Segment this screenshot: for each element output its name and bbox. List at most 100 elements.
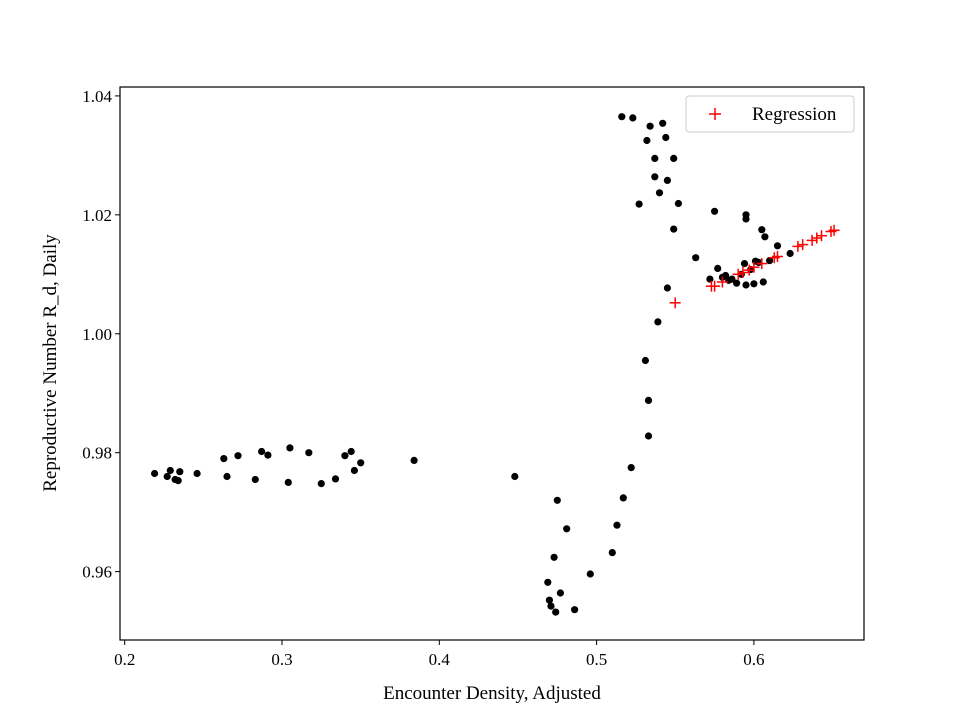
data-point bbox=[651, 173, 659, 181]
regression-point bbox=[748, 261, 760, 273]
plot-frame bbox=[119, 86, 865, 641]
x-axis: 0.2 0.3 0.4 0.5 0.6 bbox=[114, 640, 765, 669]
data-point bbox=[151, 469, 159, 478]
data-point bbox=[223, 472, 231, 481]
data-point bbox=[706, 275, 714, 283]
x-tick-label: 0.5 bbox=[586, 650, 607, 669]
data-point bbox=[662, 133, 670, 142]
data-point bbox=[714, 264, 722, 272]
data-point bbox=[347, 447, 355, 456]
data-point bbox=[644, 432, 653, 440]
data-point bbox=[692, 254, 700, 262]
y-axis: 0.96 0.98 1.00 1.02 1.04 bbox=[82, 87, 120, 582]
data-point bbox=[341, 452, 349, 460]
data-point bbox=[234, 452, 242, 460]
y-tick-label: 1.00 bbox=[82, 325, 112, 344]
data-point bbox=[552, 608, 560, 616]
x-tick-label: 0.6 bbox=[743, 650, 764, 669]
data-point bbox=[644, 396, 653, 404]
data-point bbox=[758, 226, 766, 234]
data-point bbox=[759, 278, 767, 286]
regression-point bbox=[732, 268, 744, 280]
legend-box bbox=[685, 95, 855, 133]
data-point bbox=[766, 257, 774, 265]
data-point bbox=[728, 275, 736, 283]
x-axis-label: Encounter Density, Adjusted bbox=[383, 683, 601, 704]
data-point bbox=[331, 475, 340, 483]
y-tick-label: 1.04 bbox=[82, 87, 112, 106]
regression-point bbox=[806, 234, 818, 246]
data-point bbox=[670, 154, 678, 162]
data-point bbox=[641, 356, 650, 365]
data-point bbox=[284, 478, 292, 486]
data-point bbox=[651, 154, 659, 162]
data-point bbox=[733, 279, 741, 287]
data-point bbox=[629, 114, 637, 122]
regression-point bbox=[709, 280, 721, 292]
y-tick-label: 0.96 bbox=[82, 563, 112, 582]
data-point bbox=[643, 136, 651, 145]
data-point bbox=[258, 447, 266, 456]
regression-point bbox=[792, 240, 804, 252]
data-point bbox=[174, 477, 182, 485]
data-point bbox=[740, 260, 749, 268]
data-point bbox=[663, 284, 672, 292]
regression-point bbox=[716, 276, 728, 288]
data-point bbox=[711, 207, 719, 215]
points-layer bbox=[151, 113, 840, 616]
data-point bbox=[761, 233, 769, 241]
data-point bbox=[553, 496, 561, 504]
data-point bbox=[357, 459, 365, 467]
data-point bbox=[264, 451, 272, 459]
x-tick-label: 0.2 bbox=[114, 650, 135, 669]
data-point bbox=[654, 318, 662, 326]
x-tick-label: 0.4 bbox=[429, 650, 451, 669]
data-point bbox=[556, 589, 565, 597]
data-point bbox=[670, 225, 678, 233]
data-point bbox=[635, 200, 643, 208]
regression-point bbox=[756, 258, 768, 270]
data-point bbox=[655, 189, 664, 197]
data-point bbox=[286, 444, 294, 452]
data-point bbox=[317, 480, 325, 488]
data-point bbox=[627, 464, 635, 472]
legend-label-regression: Regression bbox=[752, 104, 837, 125]
regression-point bbox=[669, 297, 681, 309]
data-point bbox=[571, 606, 579, 614]
data-point bbox=[193, 469, 201, 478]
y-tick-label: 0.98 bbox=[82, 444, 112, 463]
data-point bbox=[786, 249, 794, 258]
data-point bbox=[773, 242, 782, 250]
data-point bbox=[663, 176, 672, 184]
regression-point bbox=[828, 224, 840, 236]
data-point bbox=[742, 215, 750, 223]
data-point bbox=[305, 449, 313, 457]
regression-point bbox=[797, 239, 809, 251]
data-point bbox=[619, 494, 627, 502]
data-point bbox=[646, 122, 654, 130]
data-point bbox=[350, 466, 358, 475]
data-point bbox=[410, 456, 418, 464]
data-point bbox=[547, 602, 555, 610]
data-point bbox=[659, 119, 667, 127]
data-point bbox=[511, 472, 519, 481]
legend: Regression bbox=[685, 95, 855, 133]
data-point bbox=[563, 525, 571, 533]
data-point bbox=[220, 455, 228, 463]
data-point bbox=[545, 596, 554, 604]
regression-point bbox=[772, 251, 783, 262]
regression-point bbox=[737, 267, 749, 278]
legend-marker-regression bbox=[709, 108, 721, 120]
data-point bbox=[176, 468, 184, 476]
data-point bbox=[613, 521, 621, 529]
x-tick-label: 0.3 bbox=[271, 650, 292, 669]
data-point bbox=[608, 549, 616, 557]
data-point bbox=[166, 466, 174, 475]
regression-point bbox=[816, 230, 827, 242]
data-point bbox=[550, 553, 558, 561]
data-point bbox=[544, 578, 552, 586]
data-point bbox=[742, 281, 750, 289]
data-point bbox=[163, 472, 171, 481]
y-tick-label: 1.02 bbox=[82, 206, 112, 225]
